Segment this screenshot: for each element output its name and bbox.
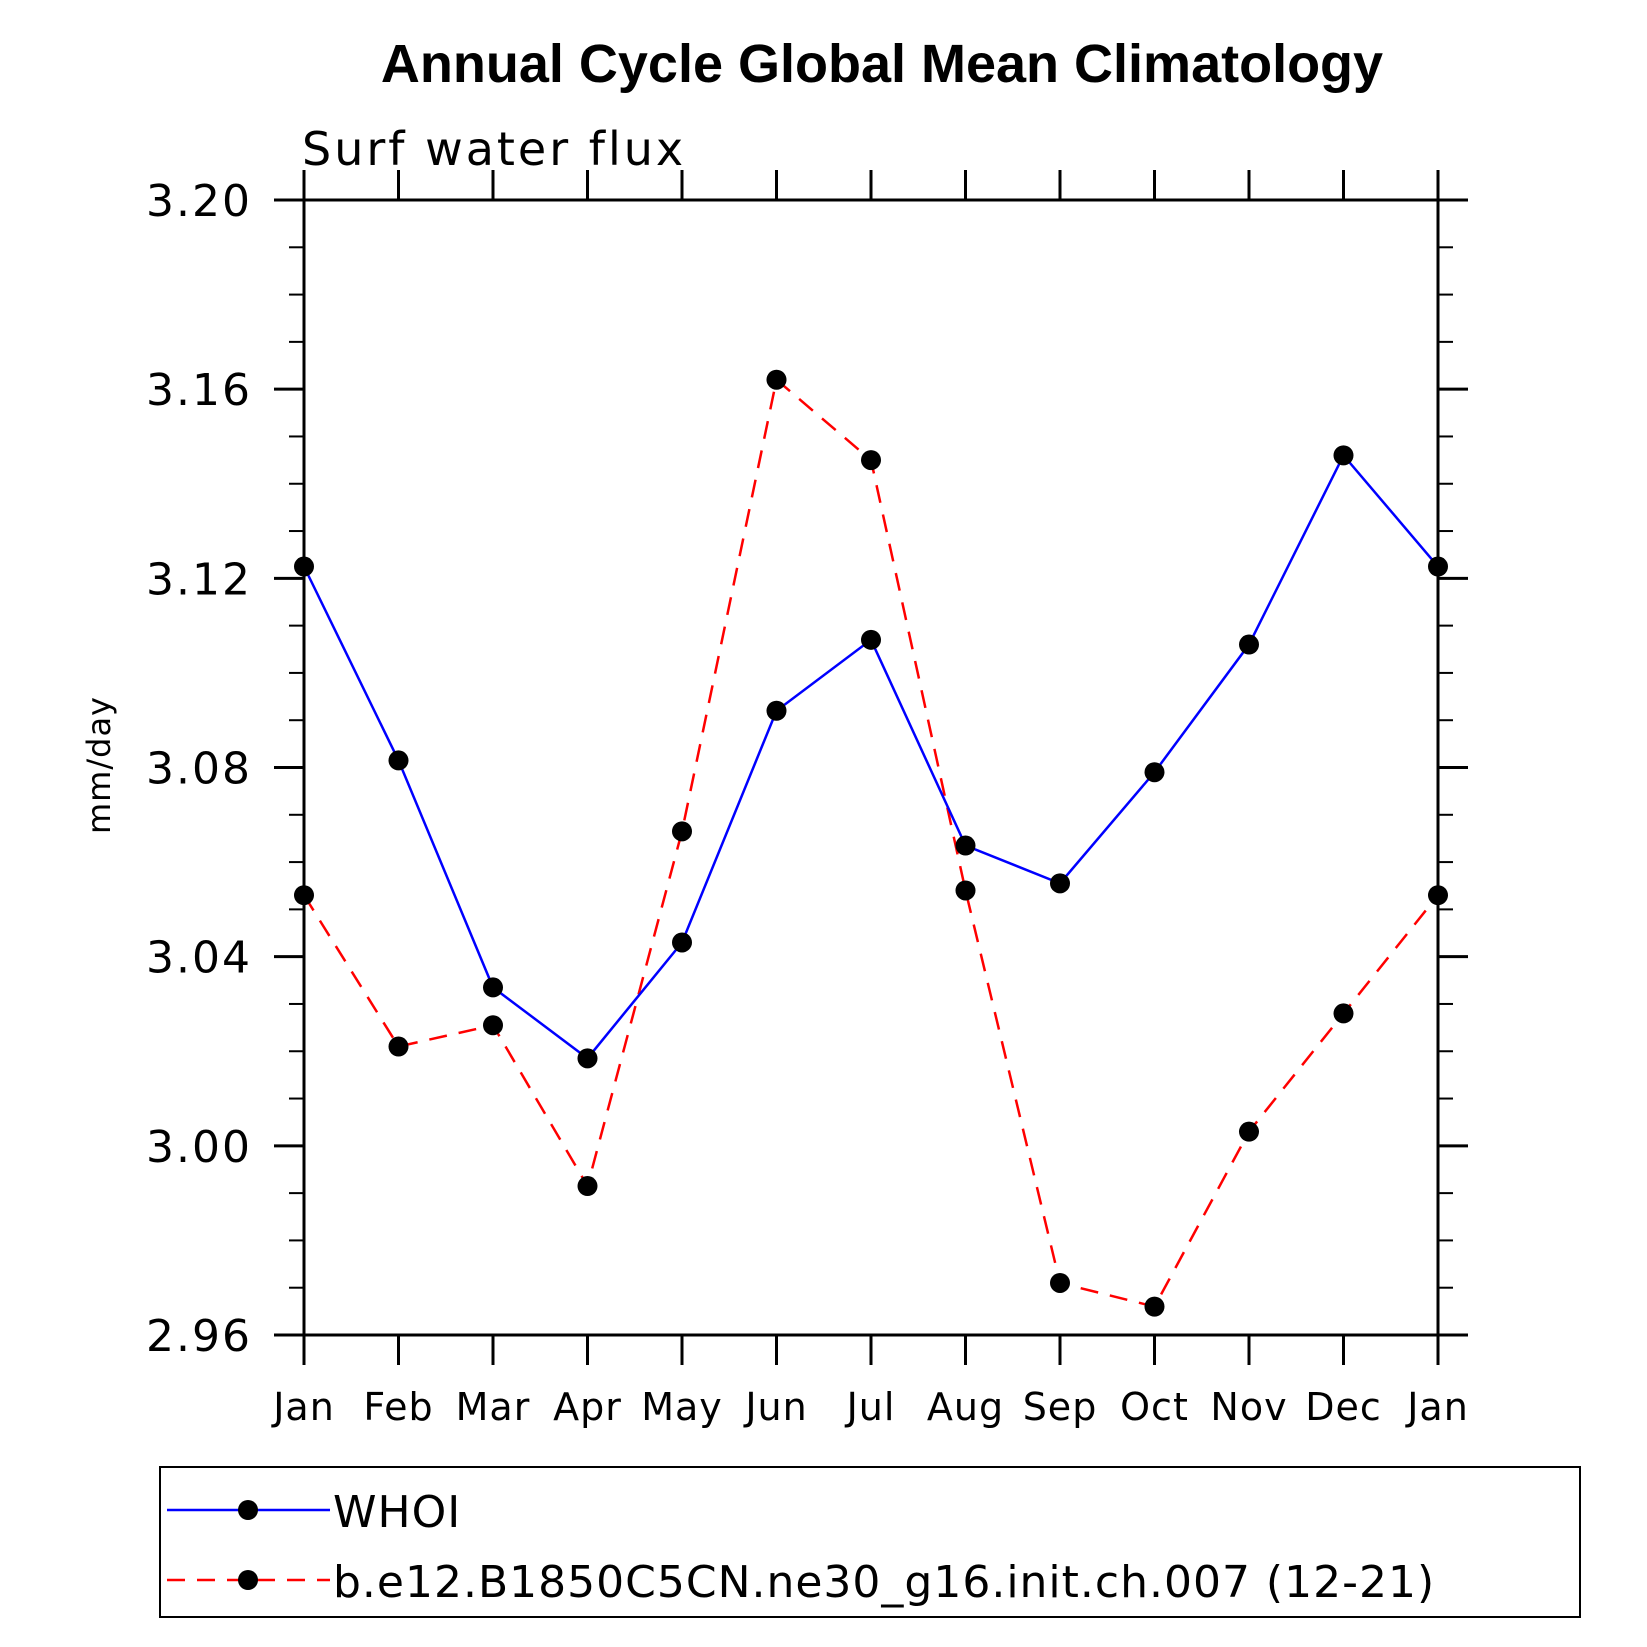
- x-tick-label: Mar: [456, 1385, 531, 1429]
- y-tick-label: 3.08: [146, 744, 252, 795]
- series-1-point: [1333, 1003, 1354, 1024]
- series-1-point: [861, 450, 881, 471]
- chart-title: Annual Cycle Global Mean Climatology: [381, 34, 1383, 94]
- series-1-point: [294, 885, 314, 906]
- series-1-point: [955, 880, 976, 901]
- legend-marker-whoi: [238, 1500, 258, 1520]
- legend-marker-model: [238, 1570, 258, 1590]
- axis-ticks: [274, 170, 1468, 1365]
- series-0-point: [1333, 445, 1354, 466]
- series-0-point: [1428, 556, 1448, 577]
- series-1-point: [1239, 1121, 1259, 1142]
- y-tick-label: 3.16: [146, 365, 252, 416]
- series-group: [294, 369, 1448, 1317]
- x-tick-label: Nov: [1210, 1385, 1287, 1429]
- legend: WHOI b.e12.B1850C5CN.ne30_g16.init.ch.00…: [159, 1466, 1581, 1618]
- series-0-point: [388, 750, 409, 771]
- series-0-point: [955, 835, 976, 856]
- series-1-point: [672, 821, 692, 842]
- series-0-point: [861, 629, 881, 650]
- series-1-point: [483, 1015, 503, 1036]
- series-1-point: [1050, 1272, 1070, 1293]
- y-tick-labels: 2.96 3.00 3.04 3.08 3.12 3.16 3.20: [146, 176, 252, 1362]
- series-1-point: [1144, 1296, 1165, 1317]
- y-tick-label: 3.20: [146, 176, 252, 227]
- x-tick-label: Oct: [1120, 1385, 1189, 1429]
- x-tick-label: Feb: [363, 1385, 433, 1429]
- series-1-point: [1428, 885, 1448, 906]
- series-0-point: [1144, 762, 1165, 783]
- x-tick-labels: Jan Feb Mar Apr May Jun Jul Aug Sep Oct Nov Dec Jan: [271, 1385, 1469, 1429]
- y-tick-label: 2.96: [146, 1311, 252, 1362]
- series-0-point: [1239, 634, 1259, 655]
- x-tick-label: Jun: [743, 1385, 807, 1429]
- chart-subtitle: Surf water flux: [302, 122, 686, 176]
- legend-label-model: b.e12.B1850C5CN.ne30_g16.init.ch.007 (12…: [333, 1557, 1435, 1608]
- legend-label-whoi: WHOI: [333, 1487, 461, 1538]
- y-tick-label: 3.00: [146, 1122, 252, 1173]
- series-1-point: [766, 369, 787, 390]
- plot-frame: [302, 198, 1440, 1337]
- series-0-point: [672, 932, 692, 953]
- x-tick-label: Aug: [927, 1385, 1004, 1429]
- x-tick-label: Dec: [1305, 1385, 1382, 1429]
- series-0-point: [577, 1048, 598, 1069]
- y-tick-label: 3.12: [146, 554, 252, 605]
- x-tick-label: Jul: [845, 1385, 896, 1429]
- series-0-point: [483, 977, 503, 998]
- y-tick-label: 3.04: [146, 933, 252, 984]
- x-tick-label: May: [641, 1385, 723, 1429]
- x-tick-label: Sep: [1023, 1385, 1098, 1429]
- legend-frame: [159, 1466, 1581, 1618]
- series-1-point: [388, 1036, 409, 1057]
- series-0-point: [294, 556, 314, 577]
- x-tick-label: Jan: [271, 1385, 335, 1429]
- series-line-1: [302, 377, 1439, 1309]
- x-tick-label: Jan: [1405, 1385, 1469, 1429]
- series-line-0: [302, 453, 1439, 1061]
- series-0-point: [766, 700, 787, 721]
- series-0-point: [1050, 873, 1070, 894]
- y-axis-label: mm/day: [80, 696, 118, 834]
- x-tick-label: Apr: [553, 1385, 622, 1429]
- series-1-point: [577, 1176, 598, 1197]
